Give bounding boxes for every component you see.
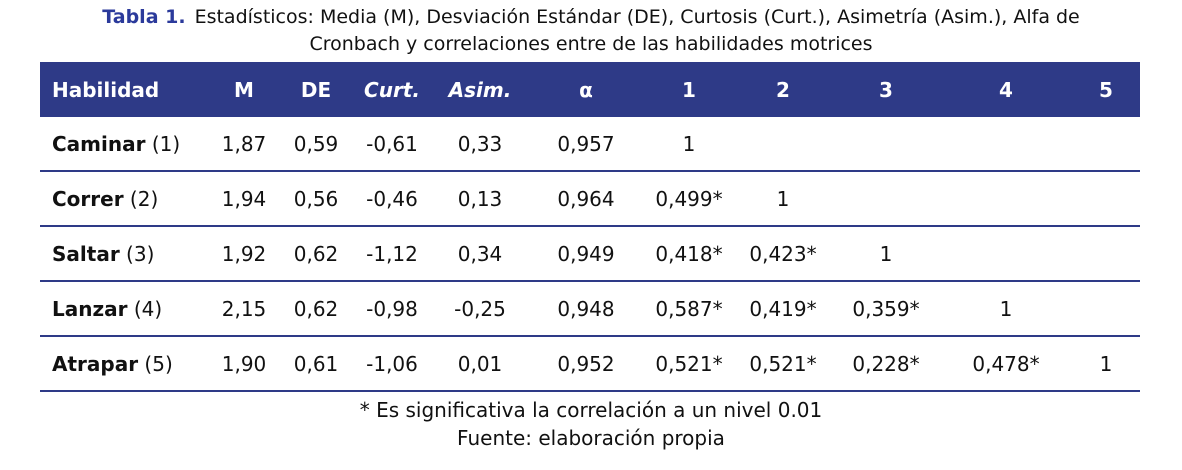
value-cell — [940, 117, 1072, 172]
value-cell: 0,499* — [644, 171, 734, 227]
significance-note: * Es significativa la correlación a un n… — [359, 398, 823, 422]
value-cell: 1 — [832, 226, 940, 282]
header-corr-4: 4 — [940, 62, 1072, 117]
value-cell: 0,62 — [280, 281, 352, 337]
value-cell: 1,90 — [208, 336, 280, 392]
skill-name: Correr — [52, 186, 124, 211]
table-row: Caminar (1) 1,87 0,59 -0,61 0,33 0,957 1 — [40, 117, 1140, 172]
value-cell — [940, 171, 1072, 227]
header-curtosis: Curt. — [352, 62, 432, 117]
value-cell: -1,06 — [352, 336, 432, 392]
value-cell: 0,62 — [280, 226, 352, 282]
value-cell: 1 — [734, 171, 832, 227]
skill-name-cell: Correr (2) — [40, 171, 208, 227]
value-cell: -1,12 — [352, 226, 432, 282]
header-alfa: α — [528, 62, 644, 117]
value-cell: 0,13 — [432, 171, 528, 227]
skill-name: Lanzar — [52, 296, 128, 321]
value-cell: 0,01 — [432, 336, 528, 392]
header-de: DE — [280, 62, 352, 117]
value-cell: -0,98 — [352, 281, 432, 337]
value-cell — [940, 226, 1072, 282]
value-cell: 1 — [1072, 336, 1140, 392]
value-cell: 2,15 — [208, 281, 280, 337]
value-cell: 1 — [940, 281, 1072, 337]
value-cell — [832, 117, 940, 172]
value-cell: 0,952 — [528, 336, 644, 392]
table-row: Correr (2) 1,94 0,56 -0,46 0,13 0,964 0,499* 1 — [40, 171, 1140, 227]
value-cell: -0,25 — [432, 281, 528, 337]
value-cell: 0,228* — [832, 336, 940, 392]
value-cell — [734, 117, 832, 172]
value-cell: 0,587* — [644, 281, 734, 337]
value-cell — [1072, 117, 1140, 172]
value-cell: 0,478* — [940, 336, 1072, 392]
value-cell: 0,948 — [528, 281, 644, 337]
header-habilidad: Habilidad — [40, 62, 208, 117]
table-header: Habilidad M DE Curt. Asim. α 1 2 3 4 5 — [40, 62, 1140, 117]
value-cell — [1072, 171, 1140, 227]
value-cell: 0,419* — [734, 281, 832, 337]
header-corr-2: 2 — [734, 62, 832, 117]
value-cell: 0,521* — [644, 336, 734, 392]
skill-number: (5) — [138, 351, 173, 376]
table-body: Caminar (1) 1,87 0,59 -0,61 0,33 0,957 1 Correr… — [40, 117, 1140, 392]
value-cell: 0,418* — [644, 226, 734, 282]
value-cell: 0,957 — [528, 117, 644, 172]
value-cell: 0,59 — [280, 117, 352, 172]
skill-name: Caminar — [52, 131, 146, 156]
value-cell: 0,521* — [734, 336, 832, 392]
value-cell: 1 — [644, 117, 734, 172]
skill-number: (2) — [123, 186, 159, 211]
skill-name: Atrapar — [52, 351, 139, 376]
skill-name-cell: Saltar (3) — [40, 226, 208, 282]
value-cell — [1072, 281, 1140, 337]
header-corr-1: 1 — [644, 62, 734, 117]
value-cell: 1,94 — [208, 171, 280, 227]
table-row: Atrapar (5) 1,90 0,61 -1,06 0,01 0,952 0,521* 0… — [40, 336, 1140, 392]
header-row: Habilidad M DE Curt. Asim. α 1 2 3 4 5 — [40, 62, 1140, 117]
skill-name-cell: Lanzar (4) — [40, 281, 208, 337]
value-cell: 0,34 — [432, 226, 528, 282]
skill-name: Saltar — [52, 241, 120, 266]
value-cell: 0,964 — [528, 171, 644, 227]
value-cell: -0,46 — [352, 171, 432, 227]
header-asimetria: Asim. — [432, 62, 528, 117]
skill-name-cell: Caminar (1) — [40, 117, 208, 172]
table-footnotes: * Es significativa la correlación a un n… — [0, 396, 1182, 452]
header-media: M — [208, 62, 280, 117]
value-cell: 0,949 — [528, 226, 644, 282]
skill-number: (3) — [119, 241, 155, 266]
caption-text-2: Cronbach y correlaciones entre de las ha… — [309, 33, 873, 55]
skill-name-cell: Atrapar (5) — [40, 336, 208, 392]
caption-label: Tabla 1. — [102, 6, 186, 28]
header-corr-5: 5 — [1072, 62, 1140, 117]
caption-text-1: Estadísticos: Media (M), Desviación Está… — [194, 6, 1080, 28]
value-cell: 0,61 — [280, 336, 352, 392]
value-cell: 1,92 — [208, 226, 280, 282]
value-cell: 0,33 — [432, 117, 528, 172]
table-row: Saltar (3) 1,92 0,62 -1,12 0,34 0,949 0,418* 0,… — [40, 226, 1140, 282]
skill-number: (4) — [127, 296, 163, 321]
value-cell: -0,61 — [352, 117, 432, 172]
value-cell — [1072, 226, 1140, 282]
value-cell — [832, 171, 940, 227]
table-caption: Tabla 1. Estadísticos: Media (M), Desviac… — [0, 0, 1182, 58]
statistics-table: Habilidad M DE Curt. Asim. α 1 2 3 4 5 C… — [40, 62, 1140, 392]
source-note: Fuente: elaboración propia — [457, 426, 725, 450]
value-cell: 1,87 — [208, 117, 280, 172]
caption-line1: Tabla 1. Estadísticos: Media (M), Desviac… — [0, 4, 1182, 31]
header-corr-3: 3 — [832, 62, 940, 117]
table-row: Lanzar (4) 2,15 0,62 -0,98 -0,25 0,948 0,587* 0… — [40, 281, 1140, 337]
value-cell: 0,56 — [280, 171, 352, 227]
value-cell: 0,423* — [734, 226, 832, 282]
value-cell: 0,359* — [832, 281, 940, 337]
skill-number: (1) — [145, 131, 181, 156]
